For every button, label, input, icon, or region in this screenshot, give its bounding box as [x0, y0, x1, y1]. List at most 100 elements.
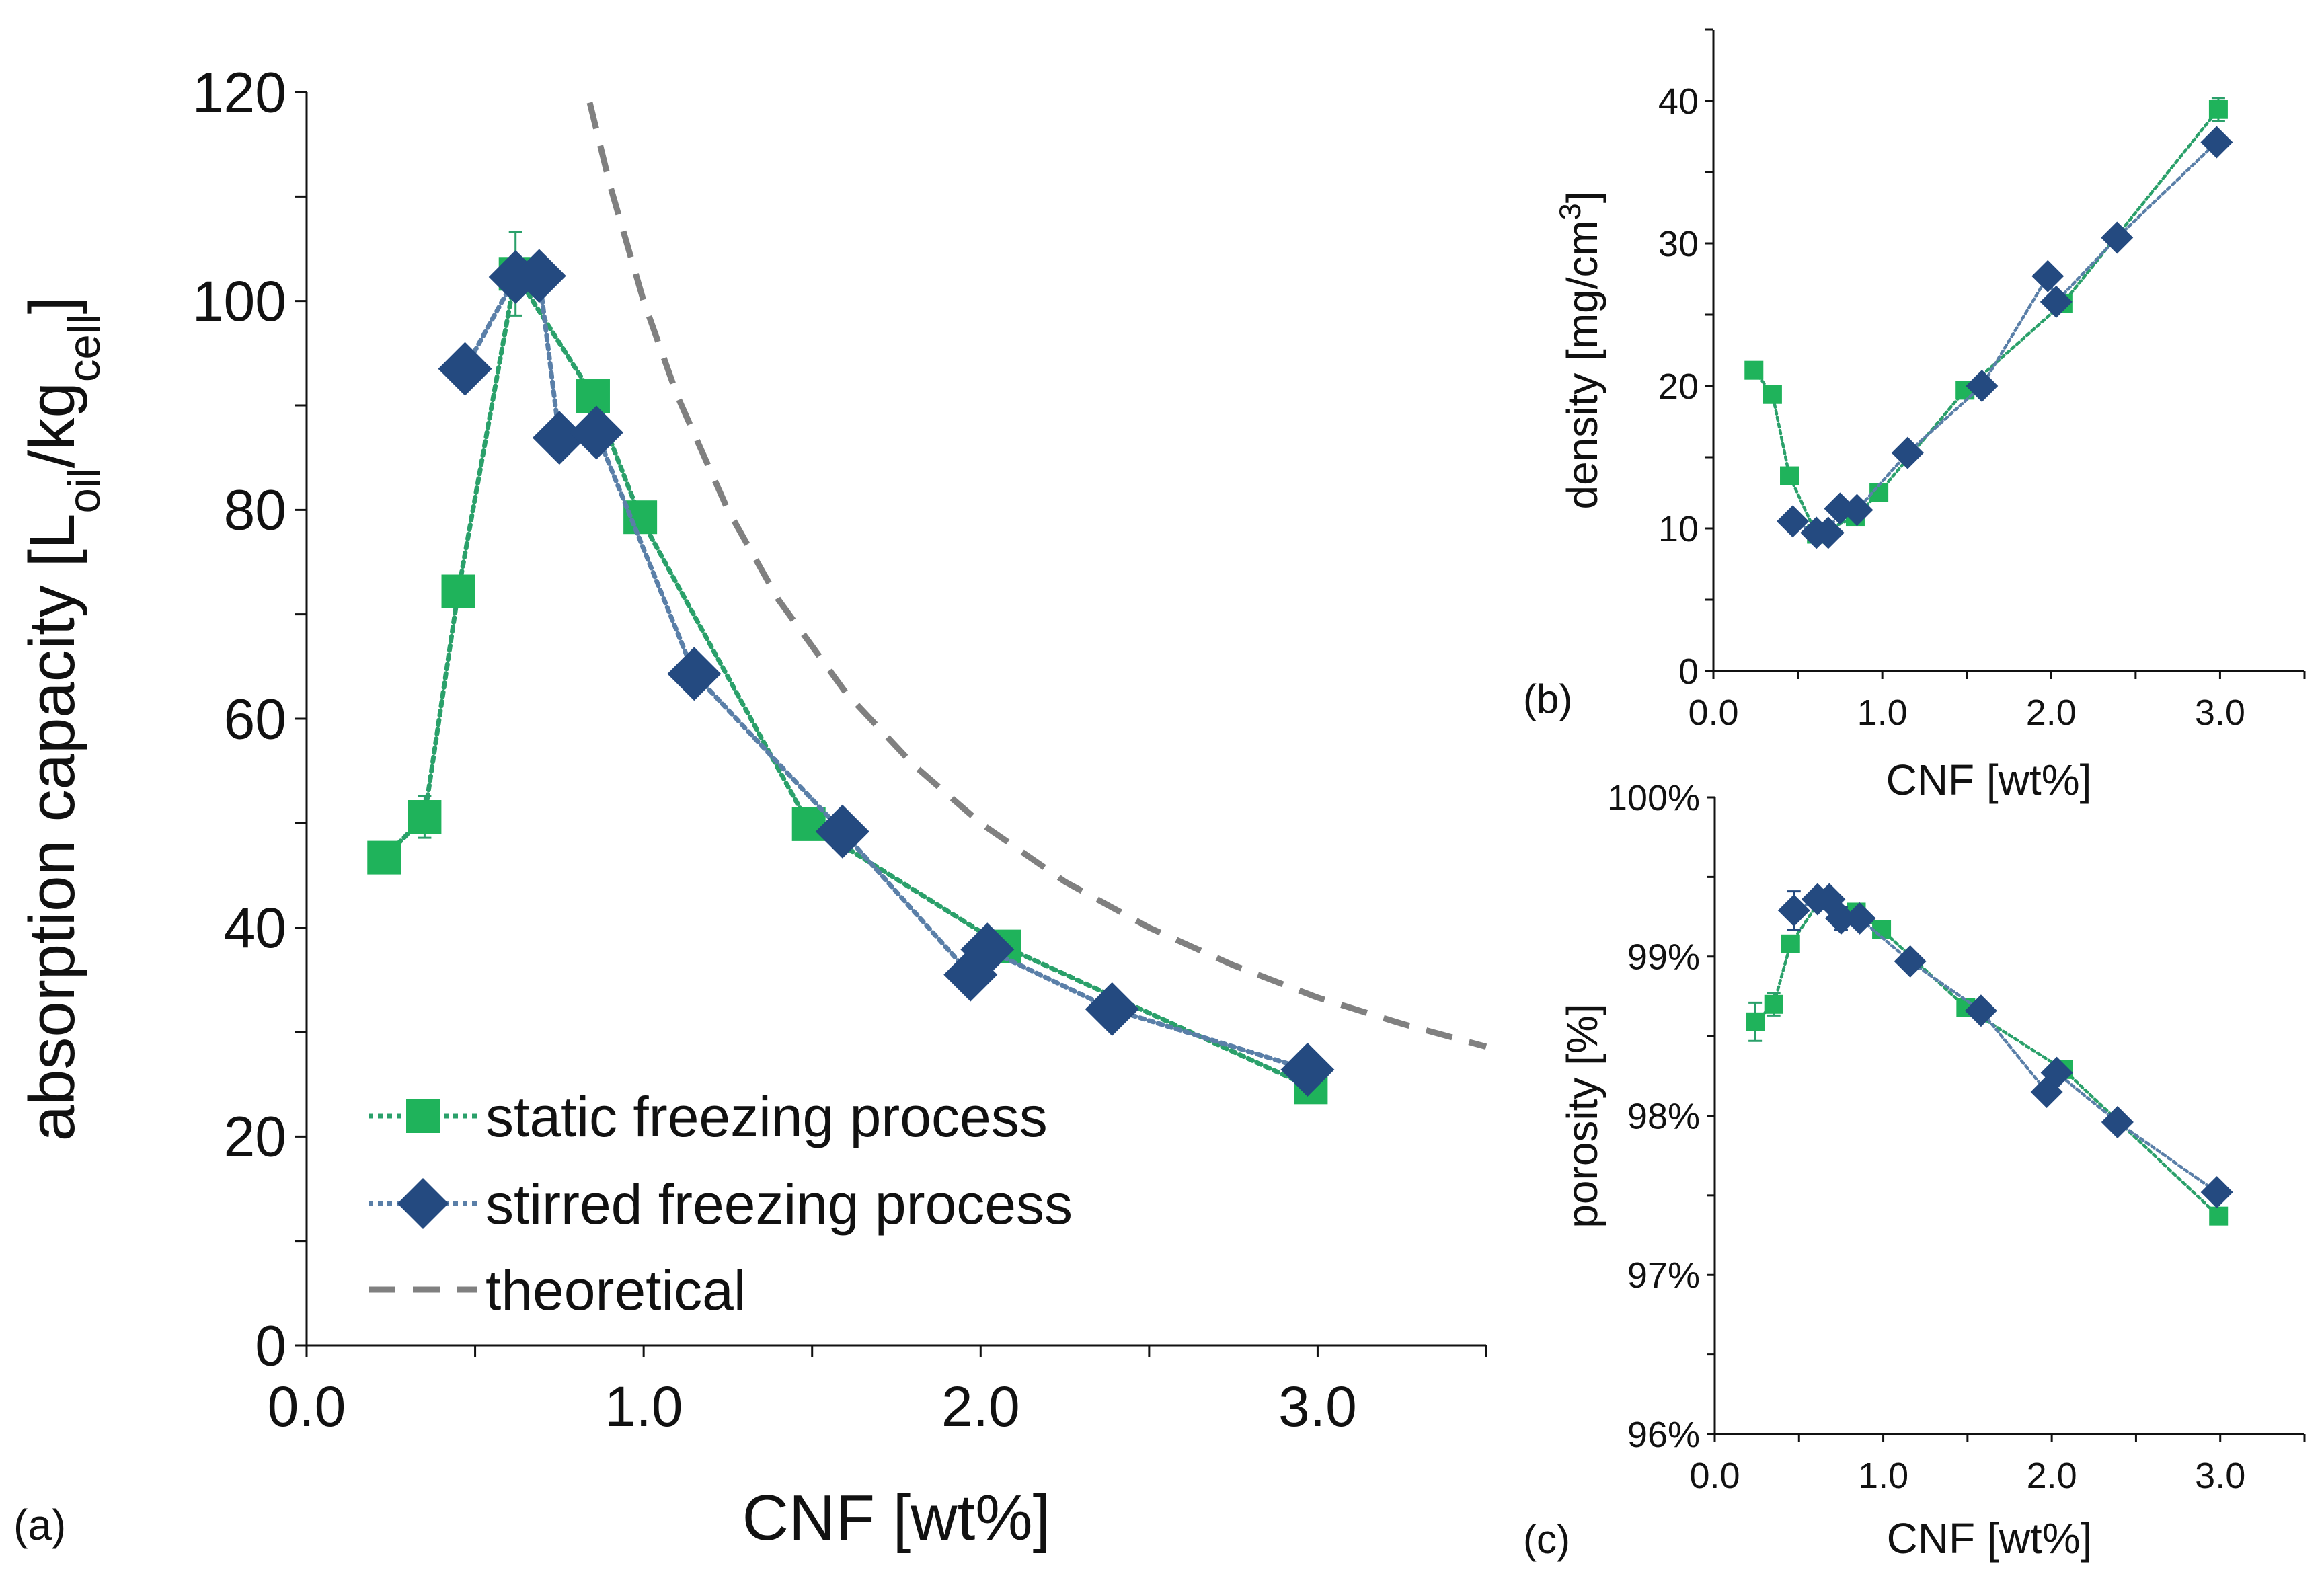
- static-line: [1752, 108, 2220, 537]
- stirred-point: [2101, 1105, 2134, 1138]
- x-axis-label: CNF [wt%]: [1887, 1514, 2093, 1563]
- y-tick-label: 98%: [1627, 1096, 1700, 1136]
- x-tick-label: 1.0: [1857, 693, 1908, 733]
- y-tick-label: 60: [224, 687, 286, 750]
- y-tick-label: 20: [224, 1105, 286, 1169]
- y-tick-label: 100%: [1607, 778, 1700, 818]
- x-axis-label: CNF [wt%]: [742, 1482, 1051, 1554]
- stirred-line: [1791, 141, 2218, 535]
- static-line: [1753, 897, 2220, 1218]
- series-square: [1746, 888, 2229, 1226]
- panel-a-absorption-capacity: 0 20 40 60 80 100 120 0.0 1.0 2.0 3.0 CNF [wt%] abso…: [13, 61, 1487, 1554]
- static-point: [2209, 1206, 2229, 1226]
- static-point: [1780, 466, 1799, 485]
- y-axis-label: density [mg/cm3]: [1553, 191, 1606, 509]
- legend-stirred-label: stirred freezing process: [486, 1173, 1073, 1236]
- stirred-point: [2200, 1176, 2233, 1209]
- stirred-point: [1894, 945, 1927, 978]
- x-tick-label: 0.0: [1689, 1456, 1740, 1496]
- y-axis-label-part: /kg: [16, 382, 88, 468]
- y-tick-label: 30: [1658, 224, 1699, 264]
- x-tick-label: 2.0: [2026, 693, 2077, 733]
- stirred-point: [1966, 370, 1999, 402]
- y-axis-label-part: ]: [16, 297, 88, 315]
- y-tick-label: 0: [255, 1314, 286, 1377]
- stirred-point: [1812, 516, 1845, 549]
- stirred-point: [438, 342, 492, 396]
- y-tick-label: 80: [224, 479, 286, 542]
- stirred-point: [1085, 982, 1139, 1036]
- y-tick-label: 40: [224, 896, 286, 959]
- y-axis-label-part: porosity [%]: [1558, 1003, 1606, 1228]
- static-point: [408, 800, 442, 834]
- y-tick-label: 97%: [1627, 1255, 1700, 1296]
- theoretical-curve: [586, 102, 1487, 1050]
- legend-theoretical-label: theoretical: [486, 1259, 746, 1322]
- static-line: [381, 267, 1313, 1090]
- y-tick-label: 120: [192, 61, 286, 124]
- legend-stirred-marker: [397, 1178, 449, 1229]
- stirred-point: [1964, 994, 1997, 1027]
- y-axis-label-part: 3: [1553, 203, 1587, 220]
- y-axis-label-part: oil: [59, 468, 110, 513]
- panel-label: (c): [1523, 1517, 1570, 1562]
- panel-c-porosity: 96% 97% 98% 99% 100% 0.0 1.0 2.0 3.0 CNF [wt%] por…: [1523, 778, 2306, 1563]
- series-diamond: [1777, 126, 2233, 549]
- stirred-point: [815, 804, 869, 859]
- static-point: [2208, 100, 2228, 119]
- static-point: [367, 840, 401, 875]
- x-tick-label: 1.0: [605, 1375, 683, 1438]
- x-tick-label: 0.0: [268, 1375, 346, 1438]
- stirred-point: [667, 647, 722, 701]
- legend-static-marker: [406, 1099, 440, 1133]
- static-point: [576, 379, 610, 413]
- y-tick-label: 0: [1678, 652, 1699, 692]
- x-tick-label: 3.0: [2195, 693, 2245, 733]
- static-point: [1764, 994, 1783, 1014]
- static-point: [441, 574, 475, 608]
- stirred-point: [512, 249, 566, 303]
- y-tick-label: 10: [1658, 509, 1699, 549]
- y-tick-label: 20: [1658, 366, 1699, 407]
- stirred-point: [1891, 436, 1924, 469]
- y-axis-label-part: ]: [1558, 191, 1606, 203]
- stirred-point: [1841, 494, 1873, 526]
- y-tick-label: 96%: [1627, 1415, 1700, 1455]
- panel-b-density: 0 10 20 30 40 0.0 1.0 2.0 3.0 CNF [wt%] density [m…: [1523, 28, 2306, 804]
- y-tick-label: 99%: [1627, 937, 1700, 978]
- series-square: [367, 231, 1328, 1105]
- stirred-point: [960, 922, 1015, 977]
- stirred-point: [532, 411, 586, 465]
- stirred-line: [1792, 898, 2218, 1194]
- x-tick-label: 2.0: [2027, 1456, 2077, 1496]
- stirred-point: [2040, 285, 2073, 318]
- y-axis-label-part: cell: [59, 314, 110, 382]
- x-axis-label: CNF [wt%]: [1886, 756, 2092, 804]
- stirred-point: [2200, 126, 2233, 159]
- x-tick-label: 3.0: [2195, 1456, 2245, 1496]
- series-diamond: [438, 249, 1335, 1097]
- static-point: [1781, 934, 1800, 953]
- static-point: [1763, 385, 1782, 404]
- stirred-point: [1777, 505, 1810, 538]
- stirred-point: [1280, 1042, 1335, 1097]
- y-axis-label-part: density [mg/cm: [1558, 220, 1606, 509]
- x-tick-label: 1.0: [1858, 1456, 1908, 1496]
- x-tick-label: 0.0: [1688, 693, 1738, 733]
- series-square: [1744, 97, 2228, 544]
- series-diamond: [1777, 883, 2233, 1209]
- series-dashed: [586, 102, 1487, 1050]
- x-tick-label: 2.0: [941, 1375, 1020, 1438]
- y-axis-label: porosity [%]: [1558, 1003, 1606, 1228]
- legend: static freezing process stirred freezing …: [369, 1085, 1073, 1322]
- panel-label: (b): [1523, 676, 1572, 721]
- stirred-point: [2101, 221, 2134, 254]
- static-point: [1744, 360, 1764, 380]
- y-tick-label: 100: [192, 270, 286, 333]
- panel-label: (a): [13, 1501, 66, 1549]
- static-point: [1746, 1012, 1765, 1031]
- stirred-point: [569, 405, 623, 460]
- y-tick-label: 40: [1658, 81, 1699, 122]
- stirred-point: [2031, 260, 2064, 292]
